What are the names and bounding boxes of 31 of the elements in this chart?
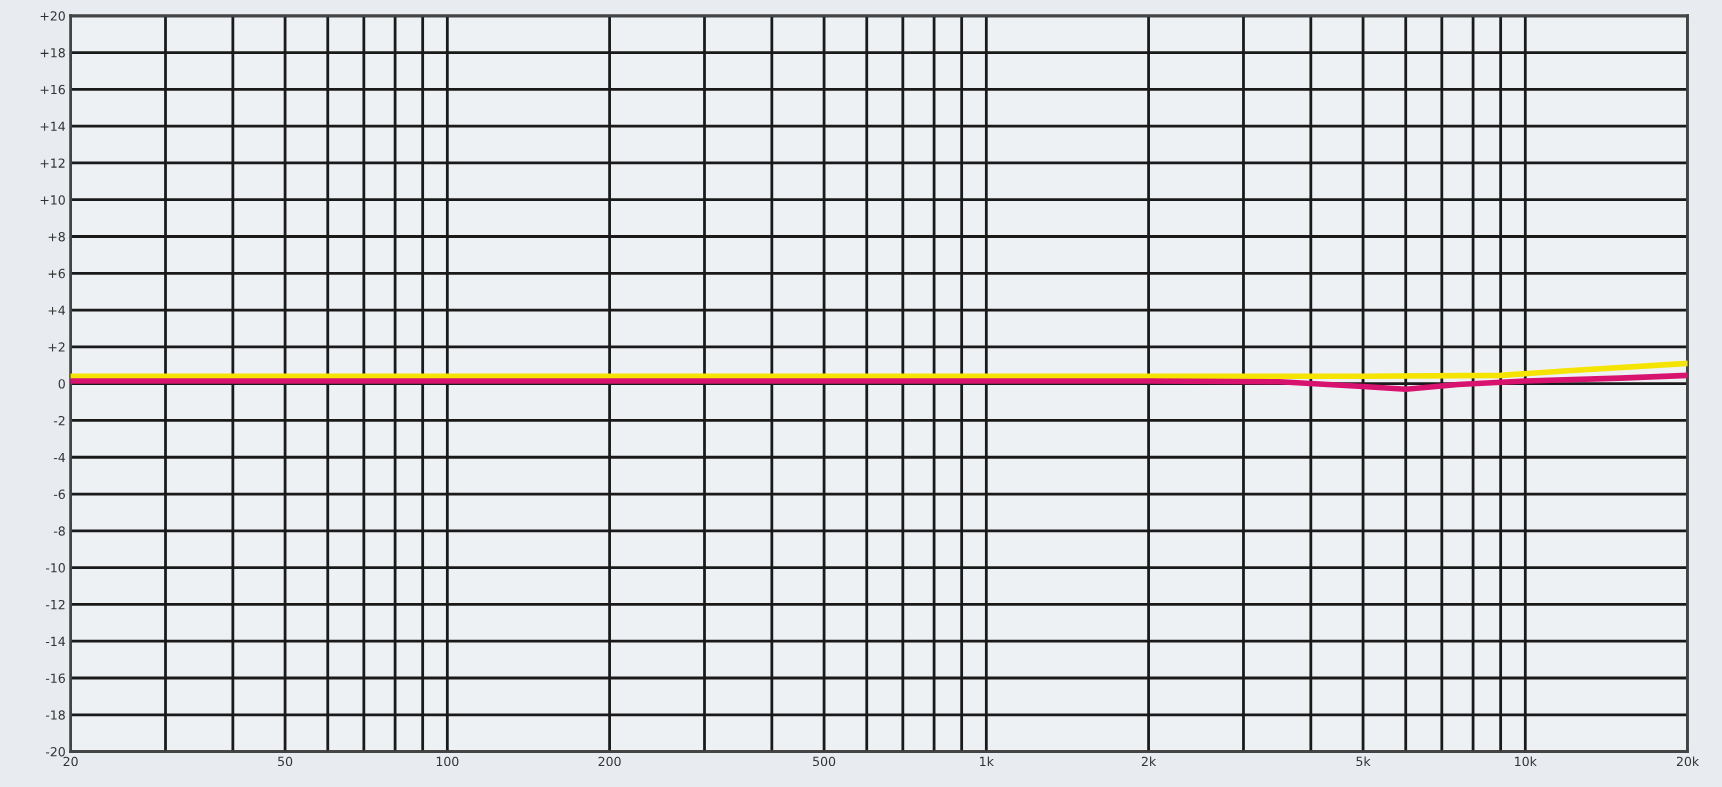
y-tick-label: -14 (45, 636, 66, 646)
x-tick-label: 20 (63, 756, 78, 767)
y-tick-label: +14 (40, 121, 66, 131)
x-tick-label: 50 (278, 756, 293, 767)
y-tick-label: -4 (53, 452, 66, 462)
y-tick-label: +10 (40, 195, 65, 205)
y-tick-label: +6 (48, 268, 65, 279)
y-tick-label: +2 (48, 342, 65, 352)
x-tick-label: 500 (813, 756, 836, 767)
y-tick-label: -8 (53, 526, 65, 536)
y-tick-label: +16 (40, 84, 65, 95)
x-tick-label: 1k (980, 756, 994, 766)
x-tick-label: 2k (1141, 756, 1157, 766)
y-tick-label: -16 (45, 673, 65, 683)
y-tick-label: -6 (53, 489, 65, 499)
x-tick-label: 20k (1676, 756, 1700, 767)
y-tick-label: +4 (48, 305, 66, 315)
y-tick-label: +20 (40, 11, 65, 21)
y-tick-label: 0 (58, 379, 65, 389)
x-tick-label: 100 (436, 756, 459, 767)
y-tick-label: -2 (53, 415, 65, 426)
x-tick-label: 200 (598, 756, 621, 767)
y-tick-label: -12 (45, 599, 65, 610)
x-tick-label: 5k (1356, 756, 1371, 767)
y-tick-label: -10 (45, 563, 65, 573)
y-tick-label: +12 (40, 158, 65, 168)
x-tick-label: 10k (1515, 756, 1537, 767)
y-tick-label: -18 (45, 710, 65, 720)
y-tick-label: -20 (45, 747, 65, 757)
y-tick-label: +18 (40, 48, 65, 58)
y-tick-label: +8 (48, 231, 65, 242)
